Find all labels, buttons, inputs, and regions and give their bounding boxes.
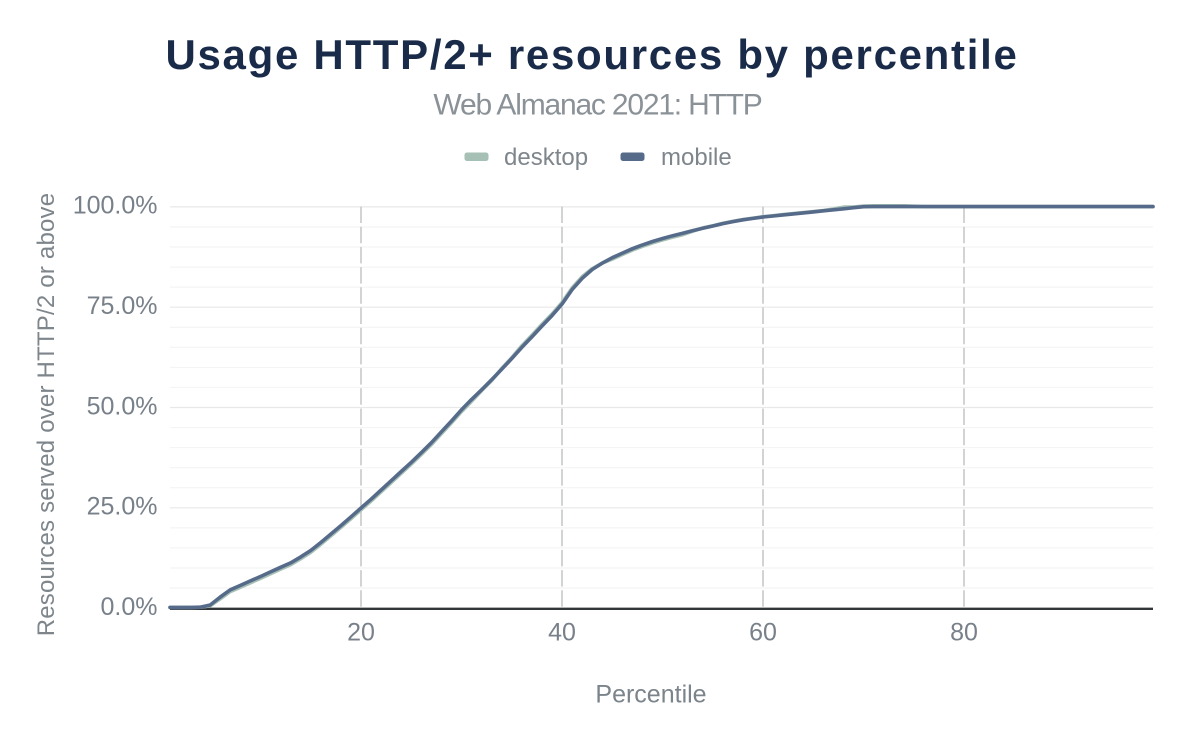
- svg-text:0.0%: 0.0%: [101, 593, 158, 621]
- svg-text:desktop: desktop: [504, 144, 588, 171]
- svg-text:Percentile: Percentile: [595, 681, 706, 709]
- svg-text:Web Almanac 2021: HTTP: Web Almanac 2021: HTTP: [433, 88, 761, 121]
- svg-text:mobile: mobile: [661, 144, 732, 171]
- svg-text:40: 40: [548, 619, 576, 647]
- svg-text:60: 60: [749, 619, 777, 647]
- svg-text:20: 20: [347, 619, 375, 647]
- svg-text:50.0%: 50.0%: [87, 392, 158, 420]
- svg-text:Usage HTTP/2+ resources by per: Usage HTTP/2+ resources by percentile: [165, 31, 1018, 78]
- svg-text:Resources served over HTTP/2 o: Resources served over HTTP/2 or above: [33, 193, 60, 637]
- svg-text:80: 80: [950, 619, 978, 647]
- svg-text:75.0%: 75.0%: [87, 292, 158, 320]
- svg-text:100.0%: 100.0%: [73, 192, 158, 220]
- svg-text:25.0%: 25.0%: [87, 493, 158, 521]
